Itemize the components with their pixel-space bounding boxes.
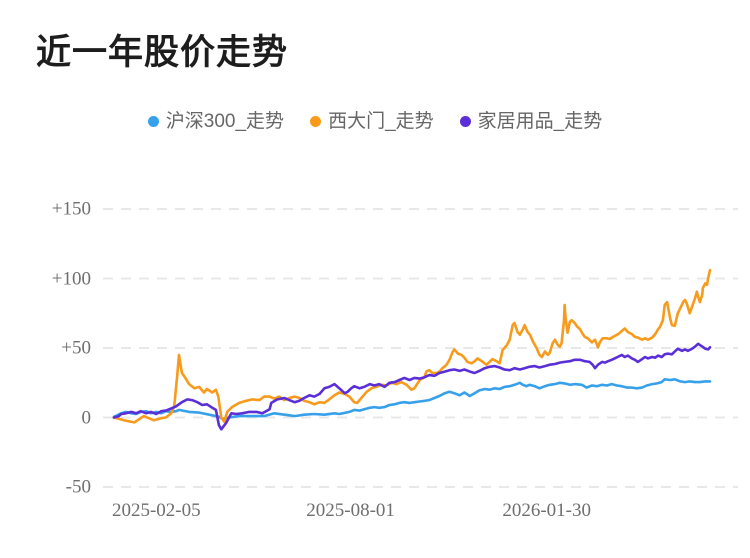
- y-axis-tick-label: +100: [51, 268, 91, 289]
- legend-item-xidamen[interactable]: 西大门_走势: [310, 112, 434, 131]
- legend-item-label: 西大门_走势: [328, 111, 434, 132]
- series-line-xidamen: [112, 268, 712, 424]
- legend: 沪深300_走势 西大门_走势 家居用品_走势: [0, 112, 750, 131]
- legend-item-label: 沪深300_走势: [165, 111, 285, 132]
- series-line-csi300: [112, 377, 712, 421]
- y-axis-tick-label: +150: [51, 198, 91, 220]
- legend-dot-icon: [459, 116, 471, 127]
- chart-title: 近一年股价走势: [36, 33, 289, 72]
- legend-item-csi300[interactable]: 沪深300_走势: [147, 111, 285, 132]
- legend-item-household-goods[interactable]: 家居用品_走势: [459, 111, 603, 132]
- y-axis-tick-label: +50: [61, 337, 91, 359]
- x-axis-tick-label: 2026-01-30: [502, 500, 592, 521]
- y-axis-tick-label: 0: [81, 407, 92, 428]
- legend-item-label: 家居用品_走势: [477, 111, 603, 132]
- x-axis-tick-label: 2025-02-05: [111, 500, 201, 521]
- series-line-household-goods: [112, 342, 712, 431]
- y-axis-tick-label: -50: [65, 476, 91, 498]
- legend-dot-icon: [147, 116, 159, 127]
- legend-dot-icon: [310, 116, 322, 127]
- x-axis-tick-label: 2025-08-01: [306, 500, 395, 521]
